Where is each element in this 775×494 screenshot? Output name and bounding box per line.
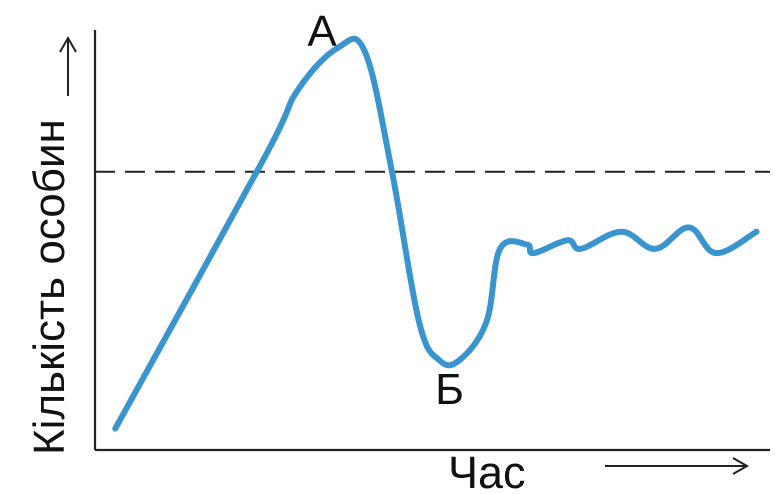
- annotation-label-a: А: [307, 7, 337, 56]
- x-axis-label: Час: [448, 447, 526, 494]
- annotation-label-b: Б: [435, 365, 464, 414]
- y-axis-label: Кількість особин: [25, 119, 74, 455]
- y-axis-arrow-icon: [59, 35, 77, 96]
- x-axis-arrow-icon: [605, 457, 750, 475]
- population-curve: [112, 35, 760, 432]
